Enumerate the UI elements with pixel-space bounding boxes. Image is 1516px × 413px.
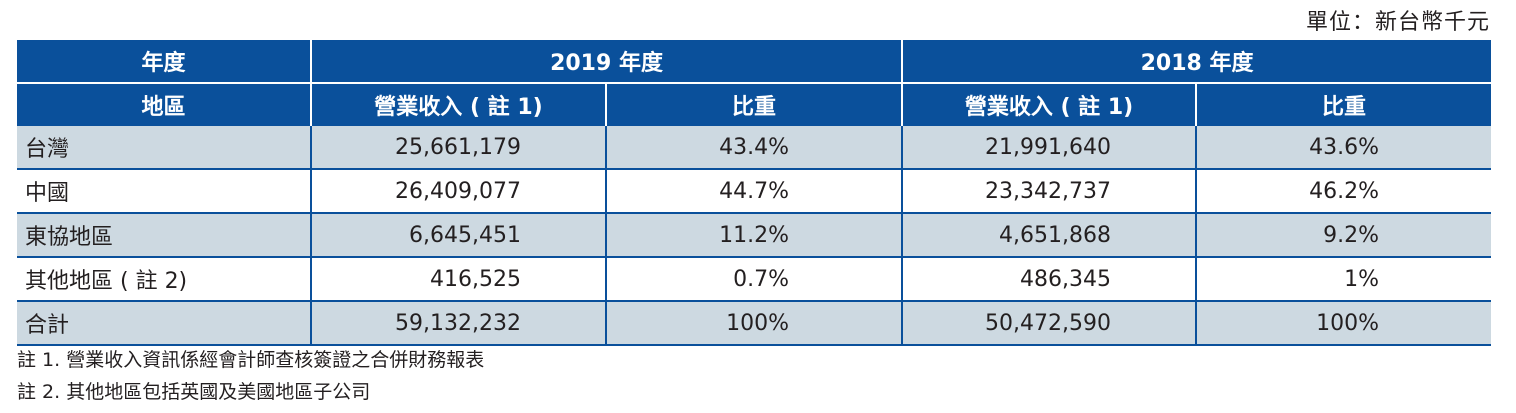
- table-row: 中國 26,409,077 44.7% 23,342,737 46.2%: [17, 169, 1492, 214]
- revenue-2018-cell: 21,991,640: [901, 126, 1197, 170]
- region-cell: 其他地區 ( 註 2): [17, 257, 311, 302]
- region-cell: 東協地區: [17, 213, 311, 258]
- revenue-2018-cell: 23,342,737: [901, 169, 1197, 214]
- region-cell: 中國: [17, 169, 311, 214]
- revenue-2019-cell: 25,661,179: [310, 126, 606, 170]
- unit-label: 單位：新台幣千元: [1305, 10, 1490, 35]
- revenue-2019-header: 營業收入 ( 註 1): [310, 83, 606, 126]
- footnotes: 註 1. 營業收入資訊係經會計師查核簽證之合併財務報表 註 2. 其他地區包括英…: [17, 344, 484, 408]
- header-row-year: 年度 2019 年度 2018 年度: [17, 40, 1492, 84]
- table-row: 東協地區 6,645,451 11.2% 4,651,868 9.2%: [17, 213, 1492, 258]
- share-2018-header: 比重: [1195, 83, 1492, 126]
- total-row: 合計 59,132,232 100% 50,472,590 100%: [17, 301, 1492, 346]
- year-2019-header: 2019 年度: [309, 40, 903, 84]
- share-2019-cell: 0.7%: [604, 257, 903, 302]
- footnote-2: 註 2. 其他地區包括英國及美國地區子公司: [17, 381, 371, 403]
- share-2019-cell: 44.7%: [604, 169, 903, 214]
- table-row: 台灣 25,661,179 43.4% 21,991,640 43.6%: [17, 126, 1492, 170]
- table-row: 其他地區 ( 註 2) 416,525 0.7% 486,345 1%: [17, 257, 1492, 302]
- revenue-2018-cell: 486,345: [901, 257, 1197, 302]
- share-2018-cell: 1%: [1195, 257, 1492, 302]
- share-2019-cell: 100%: [604, 301, 903, 346]
- revenue-2018-cell: 4,651,868: [901, 213, 1197, 258]
- share-2019-header: 比重: [604, 83, 903, 126]
- revenue-2019-cell: 6,645,451: [310, 213, 606, 258]
- region-cell: 台灣: [17, 126, 311, 170]
- share-2019-cell: 11.2%: [604, 213, 903, 258]
- share-2018-cell: 43.6%: [1195, 126, 1492, 170]
- share-2018-cell: 46.2%: [1195, 169, 1492, 214]
- revenue-2019-cell: 416,525: [310, 257, 606, 302]
- region-header: 地區: [17, 83, 311, 126]
- header-row-columns: 地區 營業收入 ( 註 1) 比重 營業收入 ( 註 1) 比重: [17, 83, 1492, 126]
- share-2019-cell: 43.4%: [604, 126, 903, 170]
- region-cell: 合計: [17, 301, 311, 346]
- revenue-2019-cell: 59,132,232: [310, 301, 606, 346]
- revenue-2018-cell: 50,472,590: [901, 301, 1197, 346]
- share-2018-cell: 100%: [1195, 301, 1492, 346]
- revenue-2018-header: 營業收入 ( 註 1): [901, 83, 1197, 126]
- share-2018-cell: 9.2%: [1195, 213, 1492, 258]
- revenue-by-region-table: 年度 2019 年度 2018 年度 地區 營業收入 ( 註 1) 比重 營業收…: [17, 40, 1492, 346]
- revenue-2019-cell: 26,409,077: [310, 169, 606, 214]
- footnote-1: 註 1. 營業收入資訊係經會計師查核簽證之合併財務報表: [17, 349, 485, 371]
- year-header: 年度: [17, 40, 311, 84]
- year-2018-header: 2018 年度: [901, 40, 1492, 84]
